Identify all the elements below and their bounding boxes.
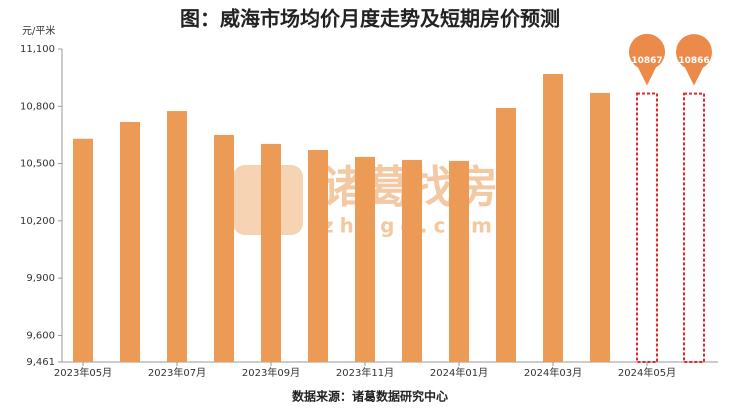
y-tick-label: 10,500: [20, 159, 55, 170]
bar: [214, 134, 234, 362]
x-tick-label: 2023年05月: [54, 366, 112, 379]
y-unit: 元/平米: [22, 24, 55, 37]
forecast-bar: [683, 92, 705, 363]
y-tick-label: 10,200: [20, 216, 55, 227]
forecast-pin: [676, 34, 712, 86]
bar: [355, 156, 375, 362]
y-tick-label: 9,461: [26, 357, 55, 368]
forecast-pin: [629, 33, 666, 86]
y-tick-label: 10,800: [20, 101, 55, 112]
y-tick-label: 11,100: [20, 44, 55, 55]
source: 数据来源：诸葛数据研究中心: [292, 389, 448, 404]
bar: [167, 111, 187, 363]
bar: [308, 150, 328, 362]
y-tick-label: 9,900: [26, 273, 55, 284]
bar: [402, 159, 422, 362]
bar: [543, 74, 563, 362]
y-tick-label: 9,600: [26, 330, 55, 341]
bar: [496, 108, 516, 362]
chart-title: 图：威海市场均价月度走势及短期房价预测: [180, 7, 560, 31]
x-tick-label: 2024年03月: [524, 366, 582, 379]
x-tick-label: 2023年07月: [148, 366, 206, 379]
x-tick-label: 2024年05月: [618, 366, 676, 379]
x-tick-label: 2024年01月: [430, 366, 488, 379]
forecast-bar: [636, 92, 658, 363]
x-tick-label: 2023年11月: [336, 366, 394, 379]
x-tick-label: 2023年09月: [242, 366, 300, 379]
forecast-label: 10867: [631, 56, 662, 66]
forecast-label: 10866: [678, 56, 709, 66]
bar: [590, 92, 610, 362]
bar: [261, 143, 281, 362]
bar: [449, 160, 469, 362]
bar: [120, 121, 140, 362]
bar: [73, 138, 93, 362]
